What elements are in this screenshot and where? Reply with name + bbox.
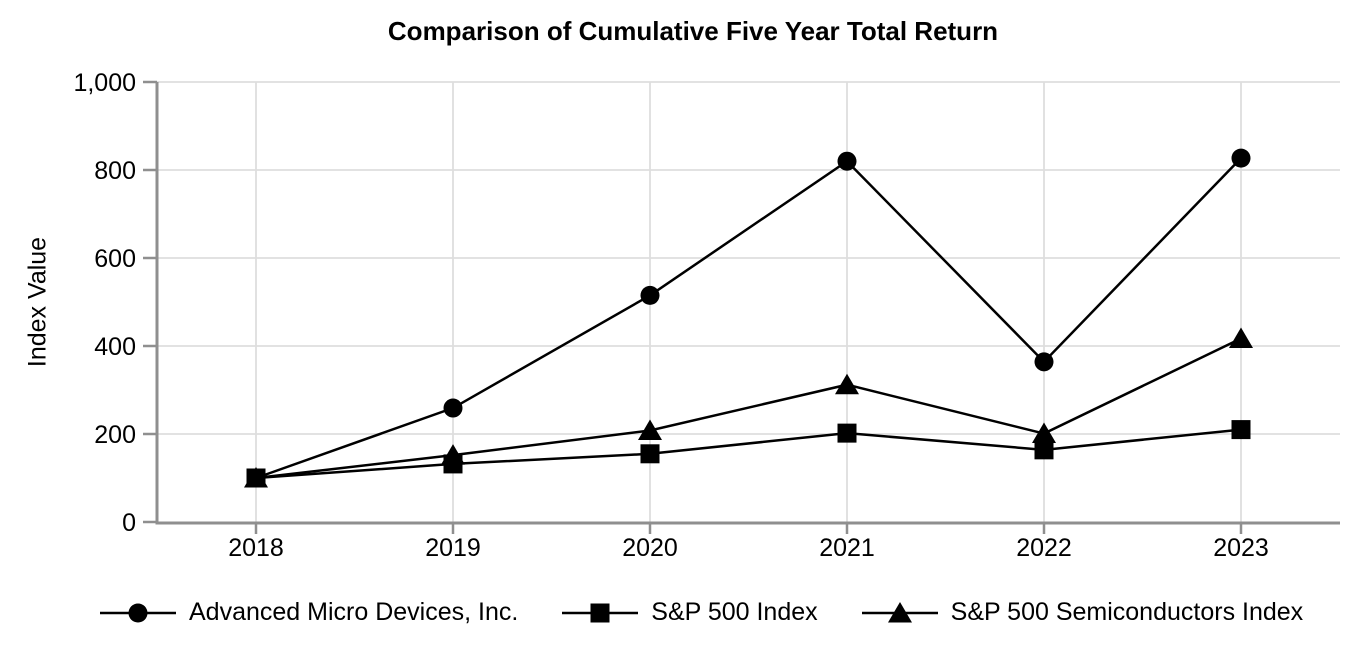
legend-label: Advanced Micro Devices, Inc.: [189, 598, 519, 626]
x-tick-label: 2023: [1213, 534, 1269, 562]
series-line-square: [255, 428, 1242, 480]
data-point-triangle-2020: [638, 419, 662, 440]
data-point-circle-2020: [640, 285, 660, 305]
x-tick-label: 2020: [622, 534, 678, 562]
data-point-triangle-2023: [1229, 327, 1253, 349]
data-point-triangle-2021: [835, 373, 859, 395]
chart-title: Comparison of Cumulative Five Year Total…: [387, 16, 999, 46]
data-point-square-2022: [1034, 440, 1054, 460]
series-line-triangle: [255, 337, 1242, 480]
data-point-square-2023: [1231, 420, 1251, 440]
y-tick-label: 0: [122, 509, 136, 537]
data-point-circle-2021: [837, 151, 857, 171]
data-point-circle-2023: [1231, 148, 1251, 168]
legend-square-marker-icon: [562, 603, 639, 622]
x-tick-label: 2018: [228, 534, 284, 562]
y-tick-label: 600: [94, 245, 136, 273]
y-tick-label: 200: [94, 421, 136, 449]
y-tick-label: 800: [94, 157, 136, 185]
x-tick-label: 2019: [425, 534, 481, 562]
data-point-triangle-2022: [1032, 422, 1056, 444]
data-point-square-2020: [640, 444, 660, 464]
x-tick-label: 2022: [1016, 534, 1072, 562]
data-point-square-2019: [443, 454, 463, 474]
legend-triangle-marker-icon: [861, 601, 938, 622]
data-point-square-2021: [837, 423, 857, 443]
legend-label: S&P 500 Index: [651, 598, 818, 626]
y-tick-label: 400: [94, 333, 136, 361]
legend-item: S&P 500 Semiconductors Index: [861, 598, 1304, 627]
legend-item: S&P 500 Index: [562, 598, 818, 627]
legend-item: Advanced Micro Devices, Inc.: [100, 598, 518, 627]
x-tick-label: 2021: [819, 534, 875, 562]
legend-label: S&P 500 Semiconductors Index: [950, 598, 1304, 626]
data-point-square-2018: [246, 468, 266, 488]
data-point-circle-2022: [1034, 352, 1054, 372]
legend-circle-marker-icon: [100, 603, 176, 622]
y-tick-label: 1,000: [73, 69, 136, 97]
data-point-circle-2019: [443, 398, 463, 418]
series-line-circle: [255, 157, 1242, 480]
chart-legend: Advanced Micro Devices, Inc. S&P 500 Inde…: [100, 598, 1303, 627]
